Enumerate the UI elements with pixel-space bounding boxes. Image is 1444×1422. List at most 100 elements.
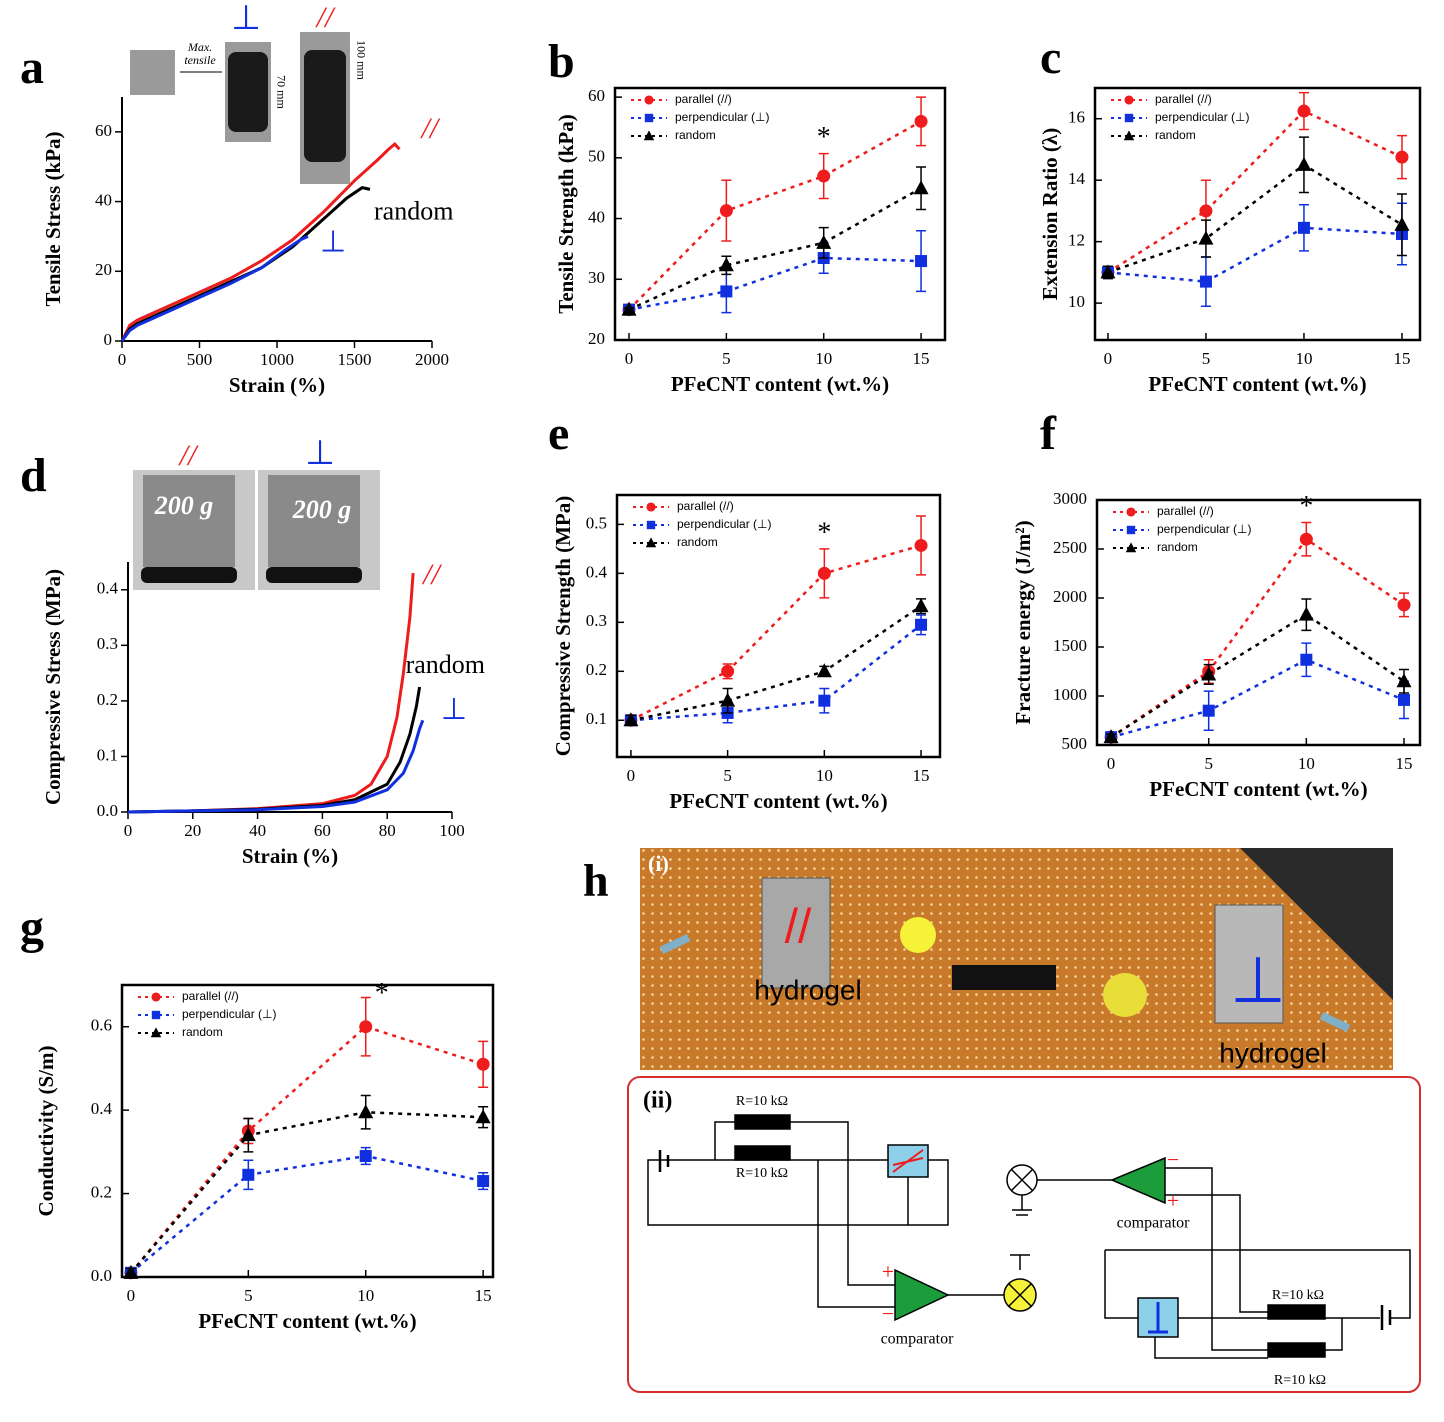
legend-marker bbox=[646, 502, 656, 512]
comparator-label: comparator bbox=[881, 1331, 955, 1348]
chart-panel: d 0 20 40 60 80 100 0.0 0.1 0.2 0.3 0.4 Strain (%) Co… bbox=[20, 434, 485, 868]
series-line bbox=[129, 1110, 484, 1274]
y-tick-label: 0.2 bbox=[97, 690, 118, 709]
y-tick-label: 0.0 bbox=[91, 1266, 112, 1285]
annotation: * bbox=[375, 978, 389, 1009]
x-axis-label: PFeCNT content (wt.%) bbox=[1148, 372, 1366, 396]
panel-letter: e bbox=[548, 407, 569, 460]
curve-label: // bbox=[419, 112, 440, 145]
legend-marker bbox=[645, 537, 657, 548]
y-tick-label: 3000 bbox=[1053, 489, 1087, 508]
hydrogel-label: hydrogel bbox=[1219, 1037, 1326, 1068]
data-point bbox=[1202, 704, 1215, 717]
data-point bbox=[359, 1020, 373, 1034]
x-tick-label: 15 bbox=[913, 349, 930, 368]
data-point bbox=[818, 694, 831, 707]
circuit-frame bbox=[627, 1076, 1421, 1393]
y-axis-label: Tensile Stress (kPa) bbox=[41, 131, 65, 306]
x-tick-label: 500 bbox=[187, 350, 213, 369]
data-point bbox=[718, 257, 734, 272]
plot-frame bbox=[1095, 498, 1422, 747]
y-tick-label: 30 bbox=[588, 268, 605, 287]
resistor bbox=[659, 934, 691, 954]
y-axis-label: Tensile Strength (kPa) bbox=[554, 114, 578, 314]
panel-letter: b bbox=[548, 35, 575, 88]
chart-panel: c 0 5 10 15 10 12 14 16 PFeCNT content (wt.%) Exte… bbox=[1038, 31, 1422, 396]
data-point bbox=[123, 1264, 139, 1279]
y-tick-label: 0.4 bbox=[91, 1099, 113, 1118]
y-tick-label: 50 bbox=[588, 147, 605, 166]
x-tick-label: 0 bbox=[627, 766, 636, 785]
comparator bbox=[894, 1268, 950, 1322]
x-tick-label: 5 bbox=[1202, 349, 1211, 368]
data-point bbox=[1395, 150, 1409, 164]
annotation: * bbox=[817, 122, 831, 153]
x-axis-label: Strain (%) bbox=[229, 373, 325, 397]
x-tick-label: 10 bbox=[357, 1286, 374, 1305]
series-line bbox=[630, 623, 922, 722]
panel-letter: h bbox=[583, 855, 609, 906]
y-tick-label: 40 bbox=[588, 207, 605, 226]
sign: + bbox=[1167, 1188, 1179, 1213]
inset-text: // bbox=[178, 439, 199, 472]
y-tick-label: 0.4 bbox=[586, 562, 608, 581]
x-tick-label: 10 bbox=[1295, 349, 1312, 368]
curve-label: random bbox=[374, 196, 453, 225]
legend-label: perpendicular (⊥) bbox=[677, 517, 772, 531]
data-point bbox=[358, 1104, 374, 1119]
legend-marker bbox=[646, 520, 656, 530]
led-on bbox=[900, 917, 936, 953]
data-point bbox=[1396, 673, 1412, 688]
y-tick-label: 0.1 bbox=[586, 709, 607, 728]
data-point bbox=[720, 285, 733, 298]
legend-label: random bbox=[675, 128, 716, 142]
sign: + bbox=[882, 1259, 894, 1284]
data-point bbox=[623, 712, 639, 727]
inset-text: 200 g bbox=[292, 495, 352, 524]
x-tick-label: 20 bbox=[184, 821, 201, 840]
data-point bbox=[621, 301, 637, 316]
x-tick-label: 1500 bbox=[338, 350, 372, 369]
x-tick-label: 5 bbox=[1204, 754, 1213, 773]
resistor-label: R=10 kΩ bbox=[736, 1166, 788, 1181]
legend-label: parallel (//) bbox=[675, 92, 732, 106]
sample bbox=[304, 50, 346, 162]
wire bbox=[647, 1121, 1004, 1308]
resistor bbox=[1319, 1012, 1351, 1032]
y-tick-label: 0.2 bbox=[91, 1182, 112, 1201]
data-point bbox=[475, 1109, 491, 1124]
sign: − bbox=[882, 1301, 894, 1326]
resistor bbox=[734, 1114, 791, 1130]
y-axis-label: Compressive Stress (MPa) bbox=[41, 569, 65, 805]
data-point bbox=[914, 114, 928, 128]
data-point bbox=[1199, 275, 1212, 288]
x-tick-label: 0 bbox=[127, 1286, 136, 1305]
x-tick-label: 60 bbox=[314, 821, 331, 840]
series-line bbox=[630, 544, 922, 722]
comparator bbox=[1110, 1156, 1166, 1205]
legend-marker bbox=[643, 130, 655, 141]
x-tick-label: 100 bbox=[439, 821, 465, 840]
data-point bbox=[1397, 693, 1410, 706]
curve-label: ⊥ bbox=[441, 693, 467, 726]
legend-label: perpendicular (⊥) bbox=[1155, 110, 1250, 124]
plot-frame bbox=[615, 493, 942, 759]
sample bbox=[266, 567, 362, 583]
x-tick-label: 0 bbox=[1104, 349, 1113, 368]
y-axis-label: Extension Ratio (λ) bbox=[1038, 128, 1062, 300]
chart-panel: b 0 5 10 15 20 30 40 50 60 PFeCNT content (wt.%) Te… bbox=[548, 35, 947, 396]
legend-label: perpendicular (⊥) bbox=[675, 110, 770, 124]
series-line bbox=[1107, 226, 1403, 283]
legend-marker bbox=[1126, 525, 1136, 535]
y-tick-label: 60 bbox=[95, 121, 112, 140]
sensor-stripes bbox=[1148, 1302, 1168, 1334]
series-line bbox=[1110, 537, 1405, 739]
legend-label: perpendicular (⊥) bbox=[182, 1007, 277, 1021]
plot-frame bbox=[613, 86, 947, 342]
resistor bbox=[734, 1145, 791, 1161]
data-point bbox=[1297, 104, 1311, 118]
chart-panel: g 0 5 10 15 0.0 0.2 0.4 0.6 PFeCNT content (wt.%)… bbox=[20, 901, 495, 1333]
y-tick-label: 0.2 bbox=[586, 660, 607, 679]
x-tick-label: 40 bbox=[249, 821, 266, 840]
legend-marker bbox=[644, 95, 654, 105]
